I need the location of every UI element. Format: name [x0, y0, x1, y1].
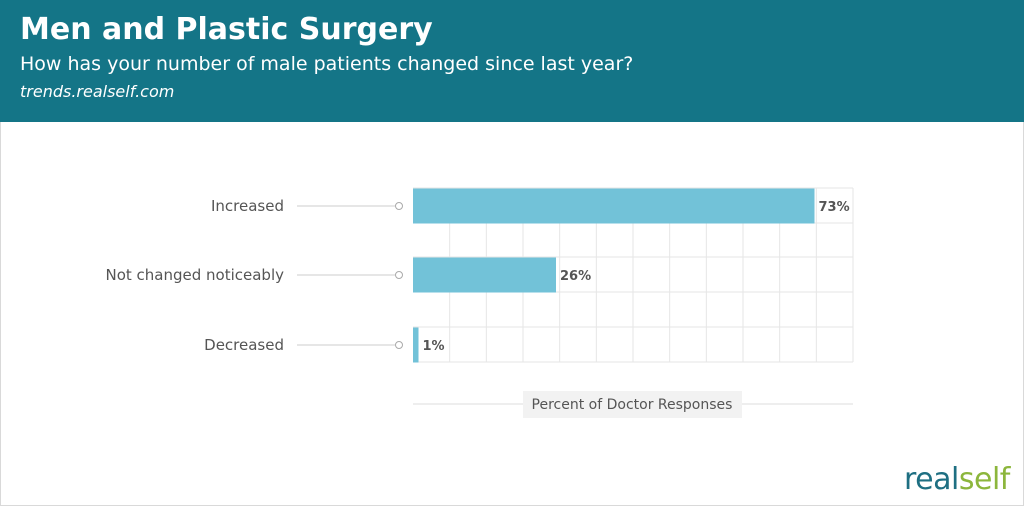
category-label: Decreased — [204, 336, 284, 354]
chart-subtitle: How has your number of male patients cha… — [20, 53, 634, 75]
chart-header: Men and Plastic Surgery How has your num… — [0, 0, 1024, 122]
source-link[interactable]: trends.realself.com — [20, 82, 175, 101]
bar — [413, 188, 815, 224]
category-marker — [395, 202, 403, 210]
category-marker — [395, 271, 403, 279]
logo-part-self: self — [958, 462, 1010, 497]
category-label: Not changed noticeably — [105, 266, 284, 284]
category-marker — [395, 341, 403, 349]
chart-title: Men and Plastic Surgery — [20, 12, 433, 47]
axis-title-box — [523, 391, 742, 418]
bar — [413, 257, 556, 293]
category-label: Increased — [211, 197, 284, 215]
logo-part-real: real — [904, 462, 959, 497]
bar — [413, 327, 419, 363]
realself-logo[interactable]: realself — [904, 462, 1010, 497]
data-label: 1% — [423, 339, 445, 354]
x-axis-title: Percent of Doctor Responses — [532, 397, 733, 413]
data-label: 73% — [819, 200, 850, 215]
data-label: 26% — [560, 269, 591, 284]
